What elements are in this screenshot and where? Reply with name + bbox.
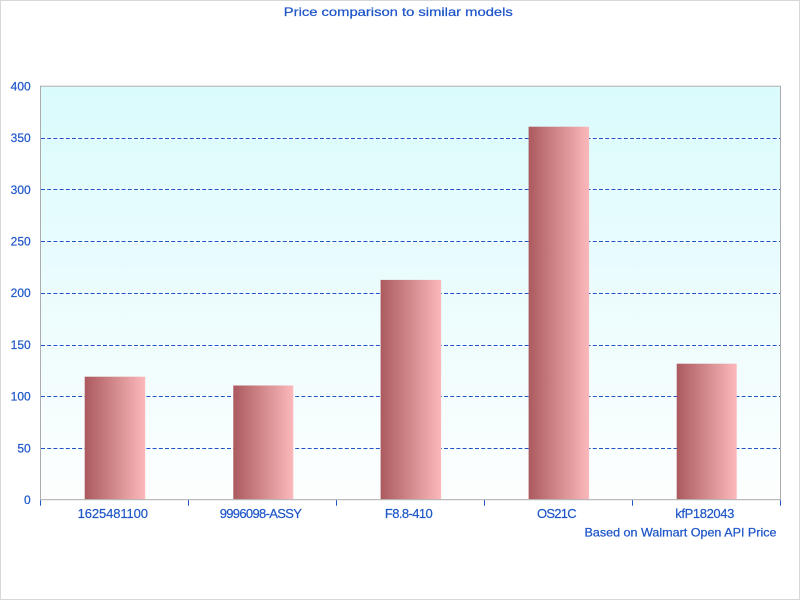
svg-text:9996098-ASSY: 9996098-ASSY xyxy=(220,506,303,521)
svg-text:OS21C: OS21C xyxy=(537,506,577,521)
svg-text:50: 50 xyxy=(17,441,31,455)
svg-text:kfP182043: kfP182043 xyxy=(675,506,734,521)
svg-text:200: 200 xyxy=(11,286,31,300)
svg-text:300: 300 xyxy=(11,183,31,197)
svg-text:250: 250 xyxy=(11,235,31,249)
svg-text:0: 0 xyxy=(24,493,31,507)
svg-text:350: 350 xyxy=(11,131,31,145)
svg-text:Price comparison to similar mo: Price comparison to similar models xyxy=(284,5,513,19)
svg-text:1625481100: 1625481100 xyxy=(78,506,148,521)
svg-text:150: 150 xyxy=(11,338,31,352)
svg-text:Based on Walmart Open API Pric: Based on Walmart Open API Price xyxy=(585,525,777,539)
svg-text:F8.8-410: F8.8-410 xyxy=(385,506,433,521)
svg-text:100: 100 xyxy=(11,390,31,404)
svg-text:400: 400 xyxy=(11,80,31,94)
